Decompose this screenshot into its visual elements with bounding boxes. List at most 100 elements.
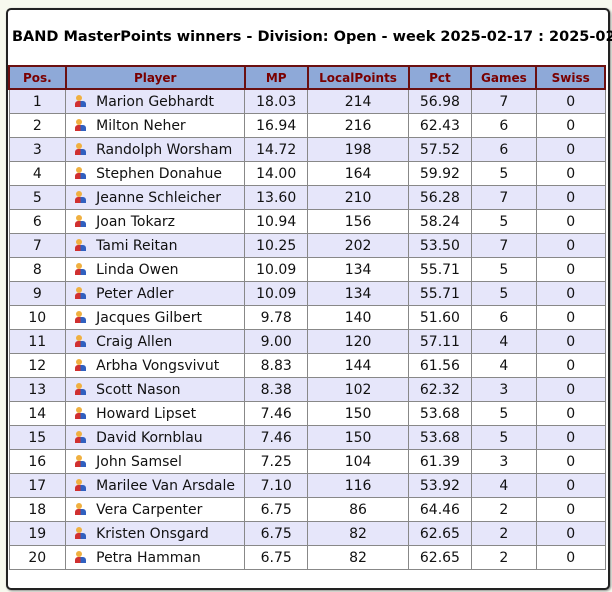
cell-pos: 3 <box>8 137 67 162</box>
cell-swiss: 0 <box>535 305 606 330</box>
cell-pos: 5 <box>8 185 67 210</box>
cell-pct: 56.28 <box>408 185 472 210</box>
people-icon <box>75 358 87 371</box>
cell-player: Marion Gebhardt <box>65 88 246 114</box>
player-name: John Samsel <box>96 453 182 470</box>
col-player: Player <box>64 65 246 90</box>
table-row: 9 Peter Adler 10.09 134 55.71 5 0 <box>8 281 606 306</box>
col-pos: Pos. <box>8 65 67 90</box>
people-icon <box>75 238 87 251</box>
cell-localpoints: 104 <box>307 449 409 474</box>
cell-swiss: 0 <box>535 209 606 234</box>
people-icon <box>75 502 87 515</box>
cell-pct: 57.52 <box>408 137 472 162</box>
table-row: 13 Scott Nason 8.38 102 62.32 3 0 <box>8 377 606 402</box>
cell-player: Arbha Vongsvivut <box>65 353 246 378</box>
cell-games: 6 <box>470 137 537 162</box>
cell-games: 7 <box>470 185 537 210</box>
cell-localpoints: 214 <box>307 88 409 114</box>
table-row: 15 David Kornblau 7.46 150 53.68 5 0 <box>8 425 606 450</box>
people-icon <box>75 526 87 539</box>
cell-mp: 8.38 <box>244 377 309 402</box>
table-row: 10 Jacques Gilbert 9.78 140 51.60 6 0 <box>8 305 606 330</box>
table-row: 18 Vera Carpenter 6.75 86 64.46 2 0 <box>8 497 606 522</box>
cell-localpoints: 198 <box>307 137 409 162</box>
cell-mp: 13.60 <box>244 185 309 210</box>
cell-swiss: 0 <box>535 233 606 258</box>
cell-pct: 62.65 <box>408 545 472 570</box>
col-games: Games <box>470 65 538 90</box>
page-title: BAND MasterPoints winners - Division: Op… <box>12 29 612 45</box>
cell-localpoints: 134 <box>307 257 409 282</box>
table-row: 17 Marilee Van Arsdale 7.10 116 53.92 4 0 <box>8 473 606 498</box>
cell-games: 7 <box>470 88 537 114</box>
player-name: Milton Neher <box>96 117 186 134</box>
cell-pct: 53.68 <box>408 401 472 426</box>
cell-games: 7 <box>470 233 537 258</box>
cell-games: 2 <box>470 497 537 522</box>
table-row: 1 Marion Gebhardt 18.03 214 56.98 7 0 <box>8 88 606 114</box>
cell-pct: 62.43 <box>408 113 472 138</box>
player-name: Tami Reitan <box>96 237 178 254</box>
cell-pos: 6 <box>8 209 67 234</box>
cell-localpoints: 134 <box>307 281 409 306</box>
cell-pct: 53.92 <box>408 473 472 498</box>
cell-swiss: 0 <box>535 353 606 378</box>
table-row: 8 Linda Owen 10.09 134 55.71 5 0 <box>8 257 606 282</box>
cell-pos: 15 <box>8 425 67 450</box>
people-icon <box>75 166 87 179</box>
cell-pos: 20 <box>8 545 67 570</box>
cell-player: Milton Neher <box>65 113 246 138</box>
cell-mp: 7.46 <box>244 401 309 426</box>
cell-games: 5 <box>470 161 537 186</box>
cell-swiss: 0 <box>535 185 606 210</box>
cell-localpoints: 144 <box>307 353 409 378</box>
col-pct: Pct <box>407 65 473 90</box>
cell-mp: 10.09 <box>244 281 309 306</box>
cell-swiss: 0 <box>535 257 606 282</box>
cell-mp: 10.25 <box>244 233 309 258</box>
cell-player: Petra Hamman <box>65 545 246 570</box>
cell-swiss: 0 <box>535 329 606 354</box>
cell-mp: 7.46 <box>244 425 309 450</box>
people-icon <box>75 334 87 347</box>
cell-localpoints: 216 <box>307 113 409 138</box>
cell-swiss: 0 <box>535 545 606 570</box>
cell-player: David Kornblau <box>65 425 246 450</box>
table-row: 3 Randolph Worsham 14.72 198 57.52 6 0 <box>8 137 606 162</box>
player-name: Scott Nason <box>96 381 181 398</box>
results-panel: BAND MasterPoints winners - Division: Op… <box>6 8 612 590</box>
cell-player: John Samsel <box>65 449 246 474</box>
cell-pct: 56.98 <box>408 88 472 114</box>
people-icon <box>75 142 87 155</box>
cell-games: 4 <box>470 473 537 498</box>
cell-pct: 62.32 <box>408 377 472 402</box>
people-icon <box>75 382 87 395</box>
cell-swiss: 0 <box>535 161 606 186</box>
cell-mp: 7.25 <box>244 449 309 474</box>
cell-player: Jacques Gilbert <box>65 305 246 330</box>
cell-swiss: 0 <box>535 377 606 402</box>
cell-player: Randolph Worsham <box>65 137 246 162</box>
cell-localpoints: 156 <box>307 209 409 234</box>
cell-localpoints: 140 <box>307 305 409 330</box>
cell-pos: 1 <box>8 88 67 114</box>
people-icon <box>75 262 87 275</box>
cell-swiss: 0 <box>535 137 606 162</box>
table-row: 20 Petra Hamman 6.75 82 62.65 2 0 <box>8 545 606 570</box>
cell-swiss: 0 <box>535 113 606 138</box>
cell-games: 4 <box>470 329 537 354</box>
cell-pos: 11 <box>8 329 67 354</box>
cell-player: Vera Carpenter <box>65 497 246 522</box>
cell-pct: 53.50 <box>408 233 472 258</box>
cell-pct: 59.92 <box>408 161 472 186</box>
player-name: Jacques Gilbert <box>96 309 203 326</box>
cell-mp: 6.75 <box>244 521 309 546</box>
cell-pct: 61.39 <box>408 449 472 474</box>
cell-player: Stephen Donahue <box>65 161 246 186</box>
people-icon <box>75 430 87 443</box>
cell-pos: 13 <box>8 377 67 402</box>
player-name: Joan Tokarz <box>96 213 176 230</box>
table-row: 5 Jeanne Schleicher 13.60 210 56.28 7 0 <box>8 185 606 210</box>
cell-swiss: 0 <box>535 88 606 114</box>
